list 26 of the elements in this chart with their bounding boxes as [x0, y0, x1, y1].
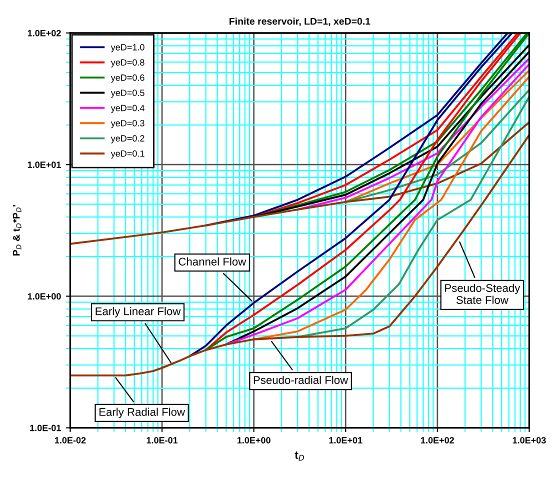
y-axis-title: P$_{D}$ & t$_{D}$*P$_{D}$' — [12, 205, 22, 256]
legend-label: yeD=0.8 — [110, 59, 144, 68]
y-tick-label: 1.0E+00 — [28, 293, 61, 300]
x-tick-label: 1.0E-02 — [54, 437, 86, 444]
x-tick-label: 1.0E+00 — [237, 437, 270, 444]
legend-label: yeD=0.2 — [110, 135, 144, 144]
x-tick-label: 1.0E+01 — [329, 437, 362, 444]
annotation: Early Linear Flow — [96, 307, 181, 318]
legend-label: yeD=0.5 — [110, 90, 144, 98]
x-axis-title: t$_{D}$ — [294, 452, 304, 461]
x-tick-label: 1.0E-01 — [146, 437, 178, 444]
legend-label: yeD=0.6 — [110, 74, 144, 83]
y-tick-label: 1.0E+01 — [28, 162, 61, 168]
annotation: Early Radial Flow — [99, 408, 186, 418]
legend-label: yeD=1.0 — [110, 44, 144, 52]
annotation: Channel Flow — [178, 257, 246, 266]
chart-title: Finite reservoir, LD=1, xeD=0.1 — [230, 18, 370, 26]
legend-label: yeD=0.3 — [110, 120, 144, 128]
y-tick-label: 1.0E-01 — [30, 424, 61, 432]
legend-label: yeD=0.1 — [110, 150, 144, 159]
x-tick-label: 1.0E+03 — [512, 437, 546, 444]
legend-label: yeD=0.4 — [110, 104, 144, 113]
annotation: Pseudo-Steady State Flow — [445, 284, 520, 304]
annotation: Pseudo-radial Flow — [254, 376, 348, 384]
x-tick-label: 1.0E+02 — [421, 437, 454, 444]
y-tick-label: 1.0E+02 — [28, 30, 61, 36]
